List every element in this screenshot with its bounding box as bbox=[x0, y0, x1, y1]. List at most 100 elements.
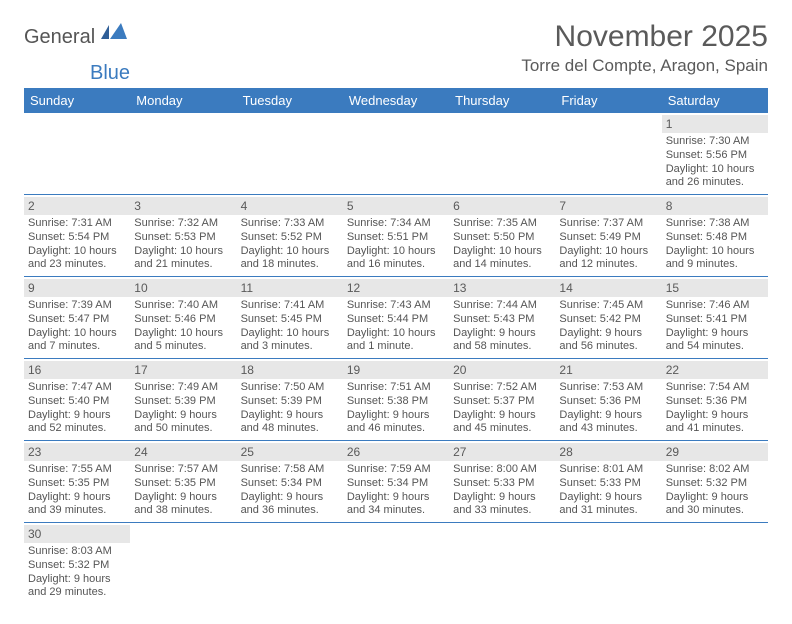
day-number: 14 bbox=[555, 279, 661, 297]
sunset-text: Sunset: 5:34 PM bbox=[241, 477, 339, 491]
sunset-text: Sunset: 5:39 PM bbox=[241, 395, 339, 409]
sunset-text: Sunset: 5:48 PM bbox=[666, 231, 764, 245]
weekday-header: Wednesday bbox=[343, 88, 449, 113]
day-number: 15 bbox=[662, 279, 768, 297]
daylight-text: Daylight: 9 hours and 58 minutes. bbox=[453, 327, 551, 355]
sunrise-text: Sunrise: 7:38 AM bbox=[666, 217, 764, 231]
daylight-text: Daylight: 9 hours and 50 minutes. bbox=[134, 409, 232, 437]
sunset-text: Sunset: 5:47 PM bbox=[28, 313, 126, 327]
calendar-cell: 22Sunrise: 7:54 AMSunset: 5:36 PMDayligh… bbox=[662, 359, 768, 441]
page-title: November 2025 bbox=[521, 20, 768, 54]
calendar-cell: 14 Sunrise: 7:45 AMSunset: 5:42 PMDayligh… bbox=[555, 277, 661, 359]
day-info: Sunrise: 7:38 AMSunset: 5:48 PMDaylight:… bbox=[666, 217, 764, 272]
daylight-text: Daylight: 9 hours and 38 minutes. bbox=[134, 491, 232, 519]
day-info: Sunrise: 7:33 AMSunset: 5:52 PMDaylight:… bbox=[241, 217, 339, 272]
calendar-week-row: 23Sunrise: 7:55 AMSunset: 5:35 PMDayligh… bbox=[24, 441, 768, 523]
calendar-cell: 30Sunrise: 8:03 AMSunset: 5:32 PMDayligh… bbox=[24, 523, 130, 605]
calendar-cell: 1Sunrise: 7:30 AMSunset: 5:56 PMDaylight… bbox=[662, 113, 768, 195]
day-info: Sunrise: 7:54 AMSunset: 5:36 PMDaylight:… bbox=[666, 381, 764, 436]
sunrise-text: Sunrise: 7:33 AM bbox=[241, 217, 339, 231]
sunrise-text: Sunrise: 7:55 AM bbox=[28, 463, 126, 477]
logo-flag-icon bbox=[101, 23, 127, 46]
sunrise-text: Sunrise: 7:34 AM bbox=[347, 217, 445, 231]
sunset-text: Sunset: 5:46 PM bbox=[134, 313, 232, 327]
day-number: 24 bbox=[130, 443, 236, 461]
sunrise-text: Sunrise: 7:44 AM bbox=[453, 299, 551, 313]
calendar-cell bbox=[555, 113, 661, 195]
calendar-cell bbox=[343, 523, 449, 605]
sunset-text: Sunset: 5:36 PM bbox=[559, 395, 657, 409]
sunset-text: Sunset: 5:56 PM bbox=[666, 149, 764, 163]
daylight-text: Daylight: 10 hours and 16 minutes. bbox=[347, 245, 445, 273]
day-number: 1 bbox=[662, 115, 768, 133]
daylight-text: Daylight: 9 hours and 39 minutes. bbox=[28, 491, 126, 519]
calendar-cell: 2Sunrise: 7:31 AMSunset: 5:54 PMDaylight… bbox=[24, 195, 130, 277]
day-number: 20 bbox=[449, 361, 555, 379]
day-info: Sunrise: 7:45 AMSunset: 5:42 PMDaylight:… bbox=[559, 299, 657, 354]
sunset-text: Sunset: 5:40 PM bbox=[28, 395, 126, 409]
day-number: 23 bbox=[24, 443, 130, 461]
calendar-week-row: 2Sunrise: 7:31 AMSunset: 5:54 PMDaylight… bbox=[24, 195, 768, 277]
daylight-text: Daylight: 9 hours and 34 minutes. bbox=[347, 491, 445, 519]
day-info: Sunrise: 7:55 AMSunset: 5:35 PMDaylight:… bbox=[28, 463, 126, 518]
sunrise-text: Sunrise: 7:46 AM bbox=[666, 299, 764, 313]
sunset-text: Sunset: 5:50 PM bbox=[453, 231, 551, 245]
day-info: Sunrise: 7:52 AMSunset: 5:37 PMDaylight:… bbox=[453, 381, 551, 436]
sunrise-text: Sunrise: 7:47 AM bbox=[28, 381, 126, 395]
calendar-cell: 3Sunrise: 7:32 AMSunset: 5:53 PMDaylight… bbox=[130, 195, 236, 277]
calendar-cell: 7 Sunrise: 7:37 AMSunset: 5:49 PMDaylight… bbox=[555, 195, 661, 277]
sunset-text: Sunset: 5:54 PM bbox=[28, 231, 126, 245]
sunrise-text: Sunrise: 7:40 AM bbox=[134, 299, 232, 313]
calendar-cell: 10Sunrise: 7:40 AMSunset: 5:46 PMDayligh… bbox=[130, 277, 236, 359]
sunset-text: Sunset: 5:35 PM bbox=[134, 477, 232, 491]
calendar-cell: 12 Sunrise: 7:43 AMSunset: 5:44 PMDayligh… bbox=[343, 277, 449, 359]
sunset-text: Sunset: 5:35 PM bbox=[28, 477, 126, 491]
sunset-text: Sunset: 5:42 PM bbox=[559, 313, 657, 327]
sunrise-text: Sunrise: 8:03 AM bbox=[28, 545, 126, 559]
day-number: 6 bbox=[449, 197, 555, 215]
day-number: 12 bbox=[343, 279, 449, 297]
day-number: 7 bbox=[555, 197, 661, 215]
calendar-cell: 20 Sunrise: 7:52 AMSunset: 5:37 PMDayligh… bbox=[449, 359, 555, 441]
daylight-text: Daylight: 9 hours and 46 minutes. bbox=[347, 409, 445, 437]
daylight-text: Daylight: 9 hours and 41 minutes. bbox=[666, 409, 764, 437]
day-info: Sunrise: 7:51 AMSunset: 5:38 PMDaylight:… bbox=[347, 381, 445, 436]
weekday-header: Thursday bbox=[449, 88, 555, 113]
calendar-cell bbox=[24, 113, 130, 195]
day-info: Sunrise: 7:50 AMSunset: 5:39 PMDaylight:… bbox=[241, 381, 339, 436]
calendar-cell bbox=[237, 113, 343, 195]
sunrise-text: Sunrise: 7:41 AM bbox=[241, 299, 339, 313]
logo: General bbox=[24, 20, 99, 49]
day-number: 16 bbox=[24, 361, 130, 379]
day-info: Sunrise: 7:49 AMSunset: 5:39 PMDaylight:… bbox=[134, 381, 232, 436]
day-info: Sunrise: 8:02 AMSunset: 5:32 PMDaylight:… bbox=[666, 463, 764, 518]
day-number: 26 bbox=[343, 443, 449, 461]
calendar-table: SundayMondayTuesdayWednesdayThursdayFrid… bbox=[24, 88, 768, 604]
calendar-cell: 17Sunrise: 7:49 AMSunset: 5:39 PMDayligh… bbox=[130, 359, 236, 441]
weekday-header-row: SundayMondayTuesdayWednesdayThursdayFrid… bbox=[24, 88, 768, 113]
day-number: 19 bbox=[343, 361, 449, 379]
day-number: 4 bbox=[237, 197, 343, 215]
weekday-header: Tuesday bbox=[237, 88, 343, 113]
day-info: Sunrise: 7:43 AMSunset: 5:44 PMDaylight:… bbox=[347, 299, 445, 354]
daylight-text: Daylight: 9 hours and 52 minutes. bbox=[28, 409, 126, 437]
calendar-cell bbox=[555, 523, 661, 605]
day-info: Sunrise: 7:53 AMSunset: 5:36 PMDaylight:… bbox=[559, 381, 657, 436]
daylight-text: Daylight: 9 hours and 54 minutes. bbox=[666, 327, 764, 355]
sunrise-text: Sunrise: 7:39 AM bbox=[28, 299, 126, 313]
day-number: 28 bbox=[555, 443, 661, 461]
daylight-text: Daylight: 9 hours and 48 minutes. bbox=[241, 409, 339, 437]
calendar-cell: 13Sunrise: 7:44 AMSunset: 5:43 PMDayligh… bbox=[449, 277, 555, 359]
calendar-cell: 19 Sunrise: 7:51 AMSunset: 5:38 PMDayligh… bbox=[343, 359, 449, 441]
sunset-text: Sunset: 5:36 PM bbox=[666, 395, 764, 409]
daylight-text: Daylight: 9 hours and 33 minutes. bbox=[453, 491, 551, 519]
logo-text-general: General bbox=[24, 26, 95, 49]
sunset-text: Sunset: 5:53 PM bbox=[134, 231, 232, 245]
calendar-cell: 18Sunrise: 7:50 AMSunset: 5:39 PMDayligh… bbox=[237, 359, 343, 441]
sunset-text: Sunset: 5:41 PM bbox=[666, 313, 764, 327]
sunset-text: Sunset: 5:33 PM bbox=[559, 477, 657, 491]
calendar-cell: 9Sunrise: 7:39 AMSunset: 5:47 PMDaylight… bbox=[24, 277, 130, 359]
day-info: Sunrise: 7:37 AMSunset: 5:49 PMDaylight:… bbox=[559, 217, 657, 272]
day-number: 11 bbox=[237, 279, 343, 297]
day-info: Sunrise: 7:35 AMSunset: 5:50 PMDaylight:… bbox=[453, 217, 551, 272]
